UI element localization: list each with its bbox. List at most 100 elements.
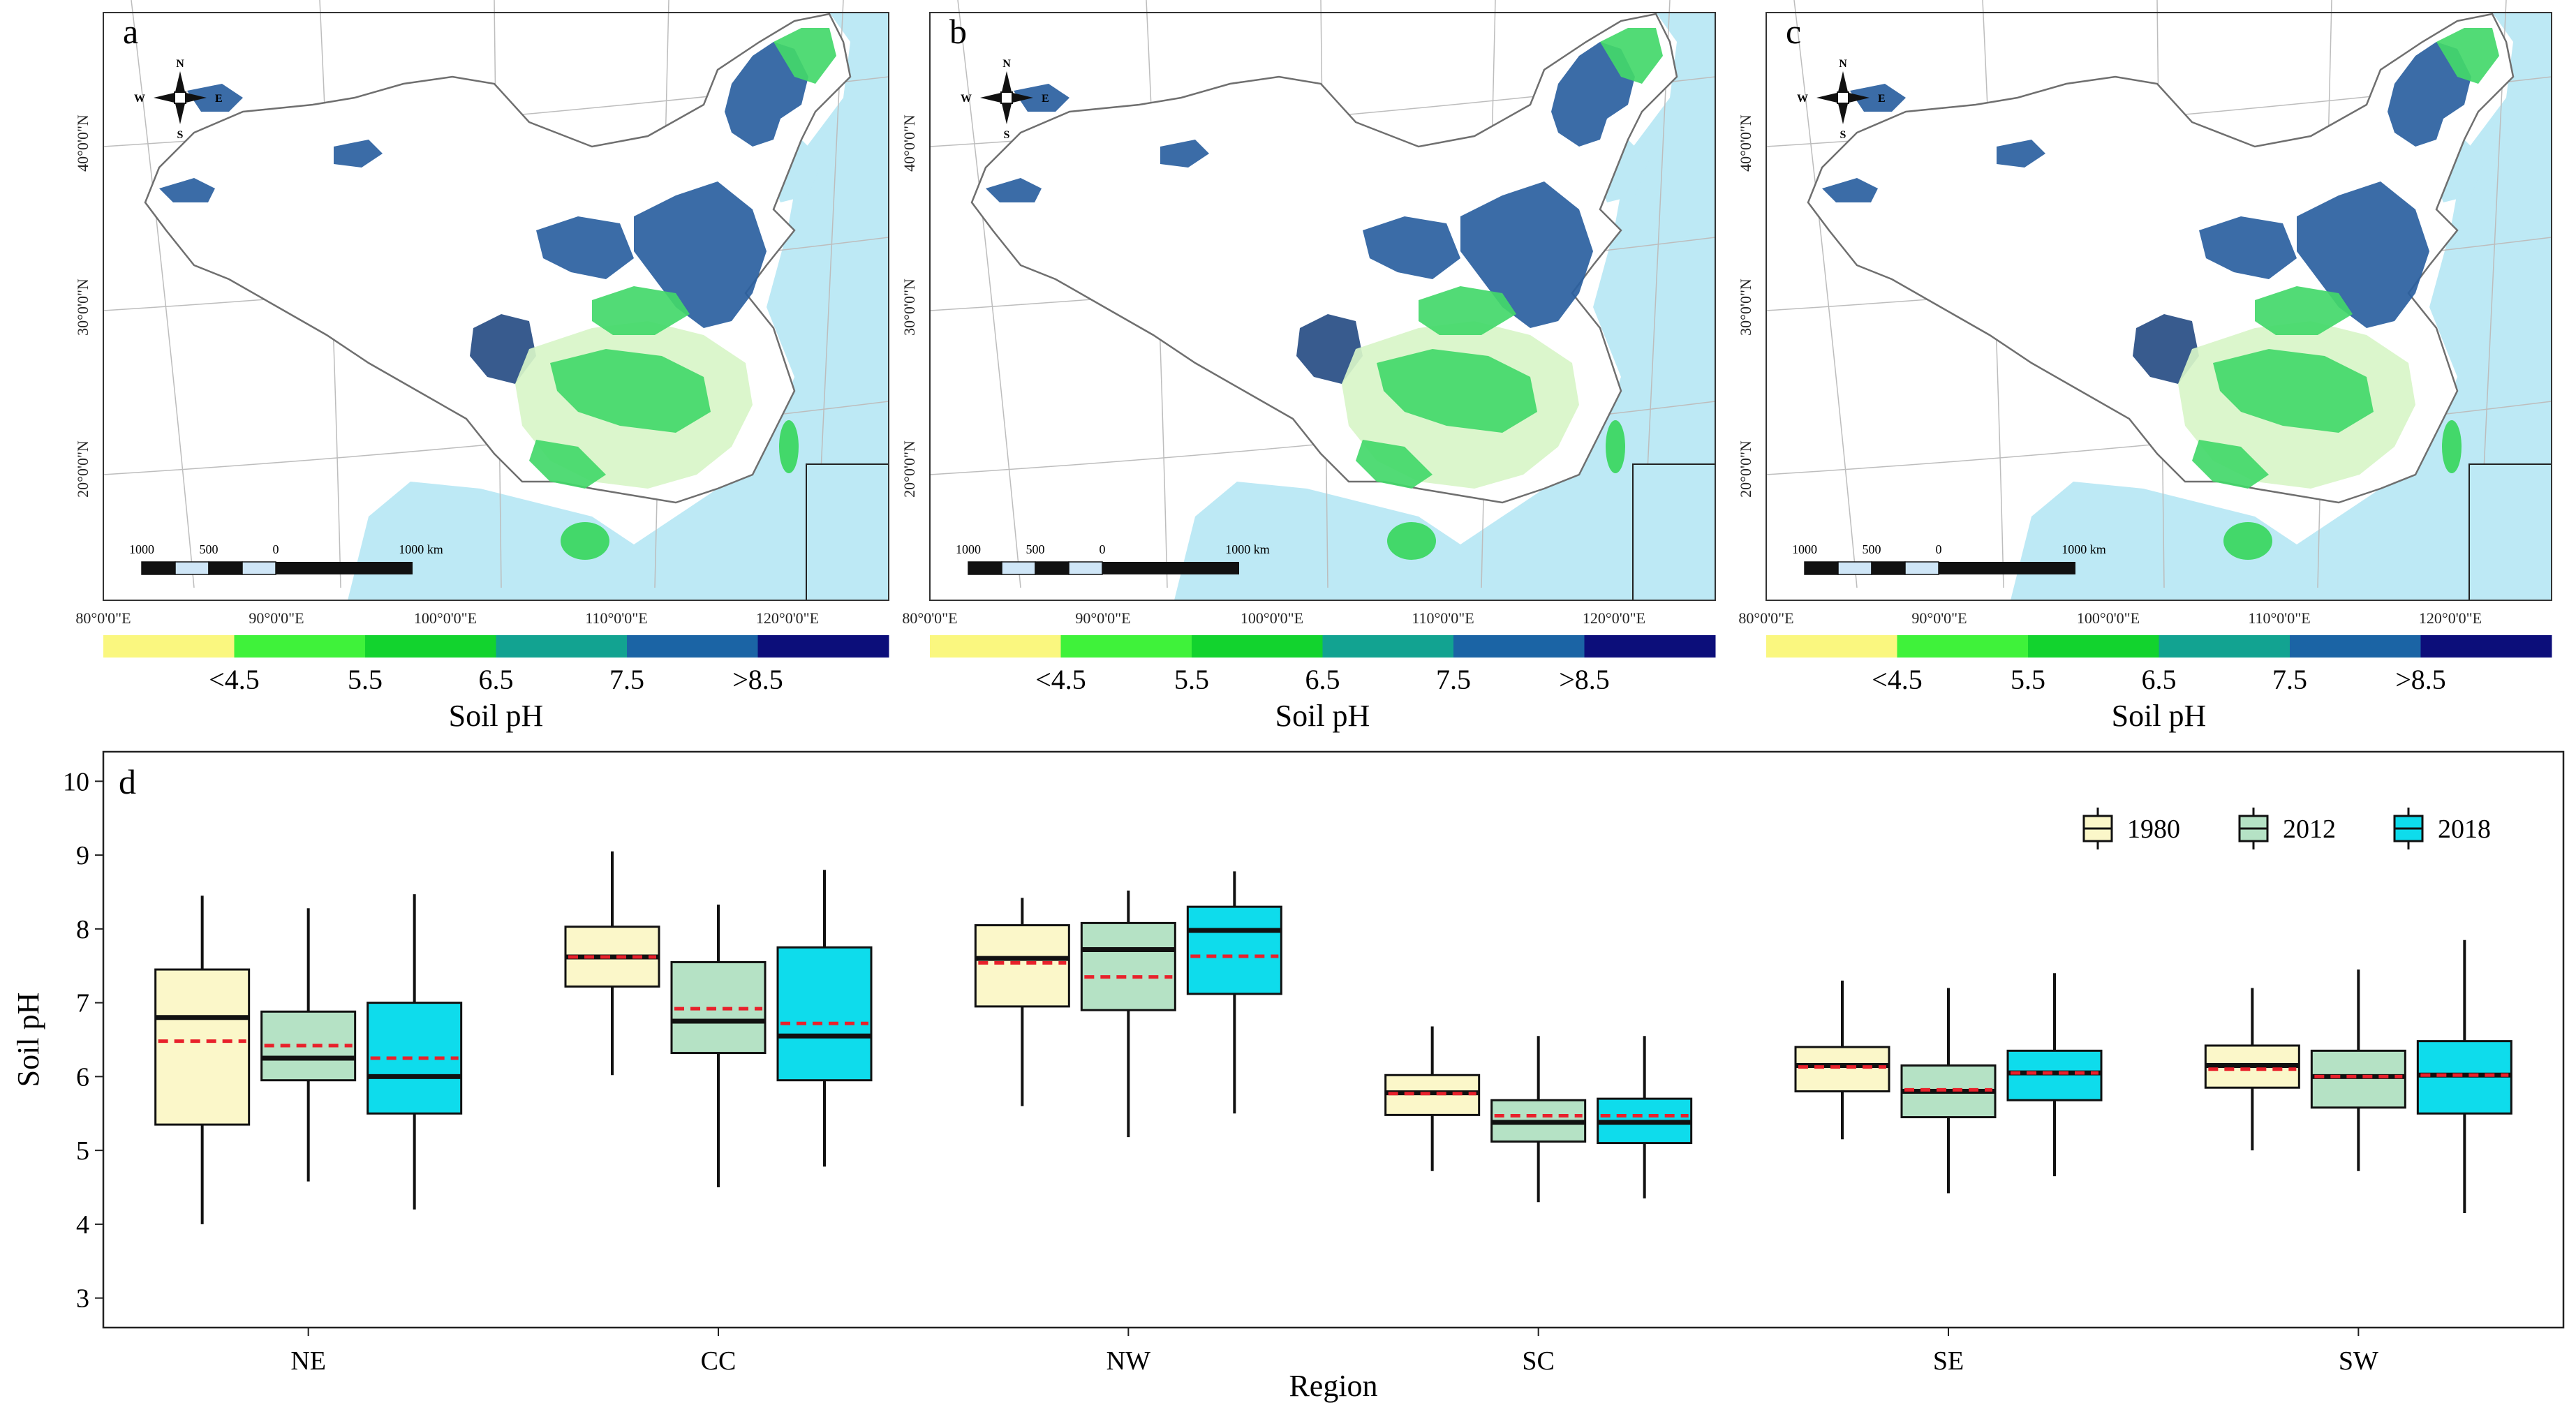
box-SE-2012 [1900,988,1997,1194]
compass-rose-icon: N S E W [961,58,1049,141]
box-SC-2012 [1490,1036,1587,1203]
box-NW-2012 [1080,890,1176,1138]
legend-label: 2018 [2438,815,2491,844]
scale-label-500: 500 [1026,542,1045,556]
iqr-box [1186,905,1282,995]
latitude-label: 40°0'0"N [901,114,918,172]
y-axis-title: Soil pH [11,993,45,1087]
colorbar-tick-label: 5.5 [1174,664,1209,695]
compass-rose-icon: N S E W [1797,58,1886,141]
y-tick-label: 9 [76,841,89,870]
scale-segment [1035,561,1069,575]
soil-ph-patch [2213,349,2374,433]
compass-s: S [1004,129,1010,141]
map-panel-b: b N S E W 1000 500 0 1000 km 40°0'0"N 30°0'0"N 20°0… [901,0,1716,733]
soil-ph-patch [2388,42,2471,147]
scale-label-1000: 1000 [956,542,981,556]
compass-w: W [1797,93,1808,105]
graticule-line [131,0,195,588]
soil-ph-patch [1600,28,1663,84]
soil-ph-patch [1377,349,1537,433]
iqr-box [260,1010,357,1082]
scale-segment [208,561,243,575]
soil-ph-colorbar: <4.5 5.5 6.5 7.5 >8.5 Soil pH [103,635,889,733]
soil-ph-patch [550,349,711,433]
longitude-label: 110°0'0"E [585,609,647,627]
compass-n: N [1002,58,1011,70]
box-CC-1980 [564,851,660,1076]
scale-segment [1837,561,1872,575]
colorbar-segment [2290,635,2421,658]
iqr-box [367,1002,463,1115]
soil-ph-patch [1419,286,1516,335]
soil-ph-patch [592,286,690,335]
longitude-label: 120°0'0"E [1583,609,1645,627]
colorbar-segment [2420,635,2552,658]
longitude-label: 90°0'0"E [1911,609,1967,627]
scale-label-500: 500 [200,542,219,556]
box-NE-2018 [367,894,463,1210]
compass-n: N [176,58,184,70]
box-SW-2012 [2310,970,2406,1171]
colorbar-segment [757,635,889,658]
colorbar-segment [1322,635,1454,658]
box-NW-1980 [974,898,1070,1106]
soil-ph-patch [634,181,767,328]
colorbar-title: Soil pH [1275,699,1370,733]
box-SE-2018 [2006,973,2103,1177]
scale-label-km: 1000 km [2061,542,2106,556]
hainan-island [2223,522,2272,560]
scale-bar: 1000 500 0 1000 km [1792,542,2106,575]
scale-label-1000: 1000 [1792,542,1817,556]
panel-letter: a [123,12,138,51]
scale-label-500: 500 [1863,542,1881,556]
compass-center [1000,91,1013,104]
compass-e: E [1042,93,1049,105]
colorbar-tick-label: 5.5 [348,664,383,695]
legend-item-2018: 2018 [2393,808,2491,849]
box-CC-2012 [670,904,767,1188]
colorbar-segment [1060,635,1192,658]
soil-ph-patch [536,216,634,279]
soil-ph-patch [2133,314,2199,384]
colorbar-segment [1897,635,2029,658]
scale-bar: 1000 500 0 1000 km [956,542,1270,575]
longitude-label: 80°0'0"E [75,609,131,627]
latitude-label: 40°0'0"N [1737,114,1754,172]
colorbar-tick-label: >8.5 [2395,664,2446,695]
boxplot-panel-d: d 3 4 5 6 7 8 9 10 Soil pH NE CC NW SC SE SW Region 1980 2… [11,750,2565,1403]
sea-south [1174,482,1460,600]
longitude-label: 80°0'0"E [902,609,957,627]
compass-s: S [177,129,184,141]
y-tick-label: 4 [76,1210,89,1240]
box-SE-1980 [1794,980,1890,1140]
x-tick-label: NW [1106,1346,1150,1376]
latitude-label: 30°0'0"N [901,278,918,336]
colorbar-segment [234,635,366,658]
compass-rose-icon: N S E W [134,58,223,141]
scale-segment-long [1939,562,2075,574]
scale-label-0: 0 [1100,542,1106,556]
soil-ph-patch [986,178,1042,202]
colorbar-segment [2159,635,2290,658]
longitude-label: 80°0'0"E [1738,609,1793,627]
scale-segment [242,561,276,575]
colorbar-tick-label: 7.5 [2272,664,2307,695]
iqr-box [2006,1049,2103,1101]
soil-ph-patch [773,28,836,84]
compass-s: S [1840,129,1846,141]
map-frame [929,12,1716,601]
colorbar-segment [1453,635,1585,658]
compass-n: N [1839,58,1847,70]
compass-w: W [961,93,972,105]
south-china-sea-inset [1632,463,1716,601]
soil-ph-patch [725,42,808,147]
x-tick-label: NE [290,1346,326,1376]
longitude-label: 100°0'0"E [1241,609,1303,627]
soil-ph-colorbar: <4.5 5.5 6.5 7.5 >8.5 Soil pH [930,635,1716,733]
box-NE-1980 [154,896,251,1224]
longitude-label: 120°0'0"E [2419,609,2482,627]
longitude-label: 110°0'0"E [1412,609,1474,627]
colorbar-tick-label: 6.5 [2142,664,2177,695]
scale-segment [968,561,1002,575]
